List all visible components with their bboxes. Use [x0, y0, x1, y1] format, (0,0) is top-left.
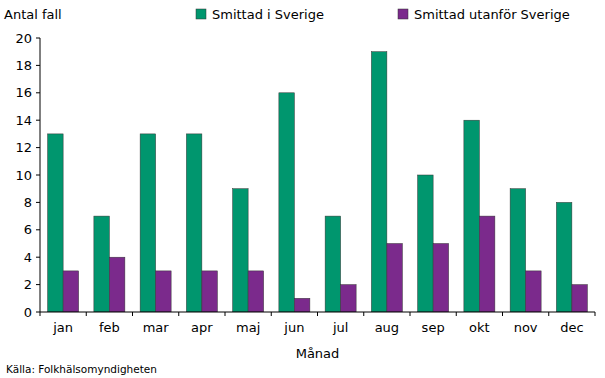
y-tick-label: 18	[15, 58, 32, 73]
x-tick-label: jan	[52, 320, 73, 335]
y-tick-label: 2	[24, 277, 32, 292]
bar	[526, 271, 542, 312]
bar	[510, 189, 526, 312]
bar	[418, 175, 434, 312]
x-tick-label: sep	[422, 320, 445, 335]
x-tick-label: apr	[191, 320, 213, 335]
bar	[479, 216, 495, 312]
bar	[464, 120, 480, 312]
y-tick-label: 10	[15, 168, 32, 183]
y-tick	[36, 202, 40, 203]
bar	[94, 216, 110, 312]
x-tick-label: nov	[514, 320, 538, 335]
x-tick-label: jul	[332, 320, 348, 335]
y-tick-label: 8	[24, 195, 32, 210]
y-tick-label: 6	[24, 222, 32, 237]
y-axis-label: Antal fall	[4, 7, 62, 22]
y-tick	[36, 120, 40, 121]
x-tick	[595, 312, 596, 316]
bar	[279, 93, 295, 312]
legend-swatch	[398, 9, 408, 19]
y-tick	[36, 92, 40, 93]
y-tick	[36, 312, 40, 313]
y-tick	[36, 284, 40, 285]
y-tick	[36, 257, 40, 258]
y-tick-label: 20	[15, 31, 32, 46]
chart: 0 2 4 6 8 10 12 14 16 18 20 jan feb mar apr maj jun jul au…	[0, 0, 605, 378]
bar	[341, 285, 357, 312]
legend-swatch	[196, 9, 206, 19]
bar	[48, 134, 64, 312]
x-tick-label: jun	[283, 320, 304, 335]
x-tick-label: feb	[99, 320, 120, 335]
bar	[202, 271, 218, 312]
bar	[140, 134, 156, 312]
x-tick	[502, 312, 503, 316]
bar	[572, 285, 588, 312]
x-tick	[317, 312, 318, 316]
x-axis-label: Månad	[296, 346, 340, 361]
y-tick-label: 0	[24, 305, 32, 320]
bar	[325, 216, 341, 312]
x-tick	[548, 312, 549, 316]
y-tick	[36, 147, 40, 148]
bar	[156, 271, 172, 312]
bar	[233, 189, 249, 312]
y-tick-label: 14	[15, 113, 32, 128]
y-tick-label: 4	[24, 250, 32, 265]
x-tick-label: maj	[236, 320, 260, 335]
x-tick	[132, 312, 133, 316]
y-tick	[36, 38, 40, 39]
bar	[186, 134, 202, 312]
x-tick	[225, 312, 226, 316]
bar	[294, 298, 310, 312]
y-tick-label: 12	[15, 140, 32, 155]
bars	[48, 52, 588, 312]
bar	[109, 257, 125, 312]
x-tick	[410, 312, 411, 316]
bar	[433, 244, 449, 313]
y-tick	[36, 65, 40, 66]
legend-label: Smittad utanför Sverige	[414, 7, 570, 22]
source: Källa: Folkhälsomyndigheten	[6, 363, 157, 375]
bar	[371, 52, 387, 312]
bar	[63, 271, 79, 312]
x-tick-label: okt	[469, 320, 490, 335]
bar	[248, 271, 264, 312]
x-tick-label: aug	[375, 320, 399, 335]
x-tick	[363, 312, 364, 316]
bar	[387, 244, 403, 313]
y-tick	[36, 175, 40, 176]
x-tick-label: dec	[560, 320, 583, 335]
bar	[556, 202, 572, 312]
x-tick-label: mar	[143, 320, 170, 335]
legend-label: Smittad i Sverige	[212, 7, 324, 22]
x-tick	[40, 312, 41, 316]
x-tick	[178, 312, 179, 316]
y-tick	[36, 229, 40, 230]
x-tick	[86, 312, 87, 316]
y-tick-label: 16	[15, 85, 32, 100]
x-tick	[456, 312, 457, 316]
x-tick	[271, 312, 272, 316]
